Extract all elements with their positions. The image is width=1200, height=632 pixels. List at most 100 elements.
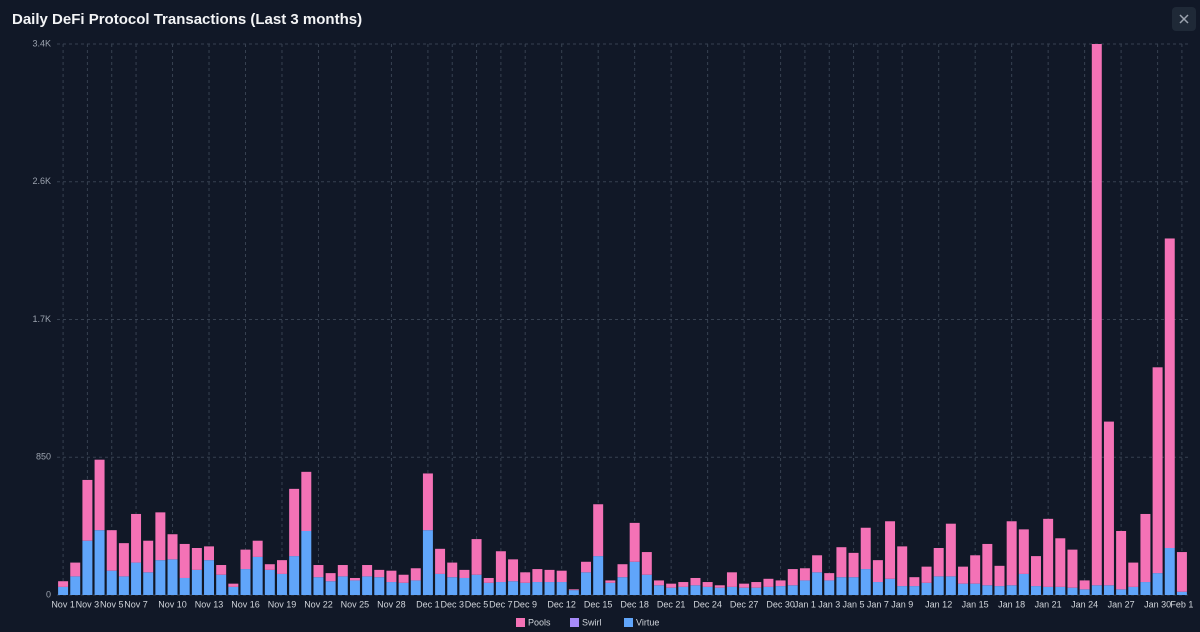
- bar-segment: [775, 586, 786, 595]
- bar-segment: [787, 569, 798, 586]
- bar-segment: [106, 530, 117, 571]
- bar-segment: [289, 556, 300, 595]
- bar-segment: [581, 561, 592, 573]
- bar-segment: [556, 582, 567, 595]
- x-tick-label: Jan 9: [891, 599, 913, 609]
- bar-segment: [483, 582, 494, 595]
- bar-segment: [1091, 585, 1102, 595]
- bar-segment: [1030, 586, 1041, 595]
- bar-segment: [1079, 580, 1090, 590]
- bar-segment: [362, 576, 373, 595]
- x-tick-label: Nov 13: [195, 599, 224, 609]
- x-tick-label: Jan 27: [1108, 599, 1135, 609]
- x-tick-label: Nov 7: [124, 599, 148, 609]
- bar-segment: [982, 543, 993, 586]
- bar-segment: [581, 572, 592, 595]
- bar-segment: [155, 512, 166, 561]
- x-tick-label: Nov 28: [377, 599, 406, 609]
- bar-segment: [617, 577, 628, 595]
- bar-segment: [921, 582, 932, 595]
- legend-label: Swirl: [582, 617, 602, 627]
- x-tick-label: Nov 5: [100, 599, 124, 609]
- bar-segment: [739, 583, 750, 588]
- bar-segment: [58, 586, 69, 595]
- x-tick-label: Nov 10: [158, 599, 187, 609]
- x-tick-label: Nov 25: [341, 599, 370, 609]
- bar-segment: [1091, 44, 1102, 586]
- x-tick-label: Nov 16: [231, 599, 260, 609]
- bar-segment: [264, 564, 275, 570]
- bar-segment: [666, 587, 677, 595]
- bar-segment: [70, 576, 81, 595]
- close-button[interactable]: [1172, 7, 1196, 31]
- bar-segment: [532, 582, 543, 595]
- bar-segment: [641, 574, 652, 595]
- bar-segment: [508, 581, 519, 595]
- bar-segment: [945, 576, 956, 595]
- bar-segment: [422, 473, 433, 531]
- bar-segment: [836, 547, 847, 578]
- x-tick-label: Dec 5: [465, 599, 489, 609]
- bar-segment: [313, 565, 324, 578]
- bar-segment: [398, 574, 409, 583]
- bar-segment: [386, 570, 397, 583]
- bar-segment: [204, 560, 215, 595]
- bar-segment: [398, 582, 409, 595]
- bar-segment: [1006, 521, 1017, 586]
- bar-segment: [836, 577, 847, 595]
- bar-segment: [179, 577, 190, 595]
- bar-segment: [921, 566, 932, 583]
- bar-segment: [386, 582, 397, 595]
- bar-segment: [374, 569, 385, 578]
- x-tick-label: Dec 27: [730, 599, 759, 609]
- bar-segment: [58, 581, 69, 587]
- bar-segment: [410, 580, 421, 595]
- legend-swatch: [570, 618, 579, 627]
- bar-segment: [228, 586, 239, 595]
- y-tick-label: 1.7K: [32, 314, 51, 324]
- x-tick-label: Dec 18: [620, 599, 649, 609]
- x-tick-label: Jan 12: [925, 599, 952, 609]
- bar-segment: [958, 583, 969, 595]
- bar-segment: [909, 586, 920, 595]
- bar-segment: [568, 590, 579, 595]
- x-tick-label: Jan 18: [998, 599, 1025, 609]
- bar-segment: [605, 582, 616, 595]
- bar-segment: [325, 581, 336, 595]
- bar-segment: [605, 580, 616, 583]
- bar-segment: [994, 565, 1005, 587]
- bar-segment: [520, 582, 531, 595]
- chart-title: Daily DeFi Protocol Transactions (Last 3…: [12, 11, 362, 28]
- bar-segment: [860, 569, 871, 595]
- bar-segment: [556, 570, 567, 583]
- bar-segment: [787, 585, 798, 595]
- bar-segment: [1164, 238, 1175, 549]
- y-tick-label: 850: [36, 452, 51, 462]
- bar-segment: [629, 561, 640, 595]
- bar-segment: [1128, 586, 1139, 595]
- legend-swatch: [516, 618, 525, 627]
- bar-segment: [1055, 538, 1066, 587]
- bar-segment: [1152, 367, 1163, 574]
- bar-segment: [593, 556, 604, 595]
- bar-segment: [276, 573, 287, 595]
- bar-segment: [191, 548, 202, 570]
- bar-segment: [678, 586, 689, 595]
- bar-segment: [204, 546, 215, 561]
- bar-segment: [812, 555, 823, 573]
- legend-label: Pools: [528, 617, 551, 627]
- bar-segment: [702, 582, 713, 587]
- bar-segment: [1116, 530, 1127, 590]
- bar-segment: [349, 577, 360, 581]
- bar-segment: [885, 521, 896, 579]
- bar-segment: [337, 565, 348, 577]
- bar-segment: [362, 565, 373, 577]
- bar-segment: [495, 551, 506, 583]
- bar-segment: [848, 552, 859, 578]
- bar-segment: [313, 577, 324, 595]
- bar-segment: [301, 530, 312, 595]
- bar-segment: [1176, 552, 1187, 592]
- bar-segment: [1055, 586, 1066, 595]
- y-tick-label: 2.6K: [32, 176, 51, 186]
- x-tick-label: Dec 12: [547, 599, 576, 609]
